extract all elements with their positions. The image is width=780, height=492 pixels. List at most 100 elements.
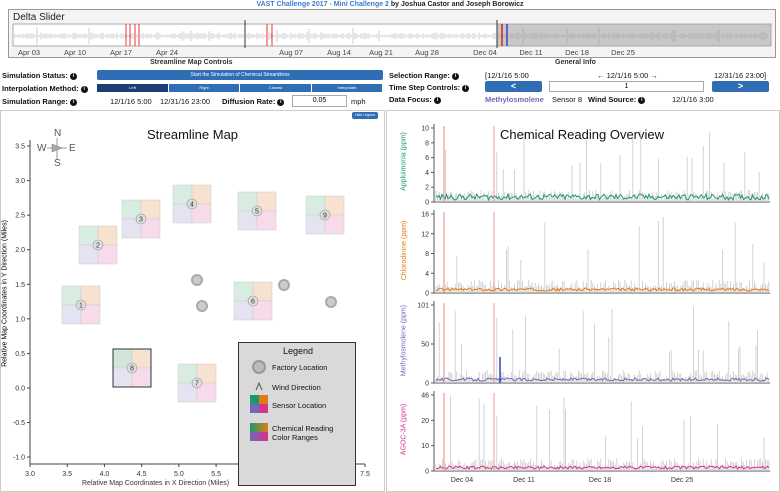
- map-x-tick: 5.0: [174, 471, 184, 478]
- next-step-button[interactable]: >: [712, 81, 769, 92]
- factory-marker[interactable]: [191, 274, 203, 286]
- chem-y-tick: 2: [425, 185, 429, 192]
- chem-series-line: [435, 377, 770, 382]
- diffusion-input[interactable]: 0.05: [292, 95, 347, 107]
- factory-marker[interactable]: [325, 296, 337, 308]
- focus-chemical: Methylosmolene: [485, 95, 544, 104]
- factory-legend-icon: [252, 360, 266, 374]
- chem-y-label: AGOC-3A (ppm): [400, 403, 408, 456]
- prev-step-button[interactable]: <: [485, 81, 542, 92]
- chem-y-tick: 4: [425, 170, 429, 177]
- map-x-tick: 3.5: [62, 471, 72, 478]
- selection-start: [12/1/16 5:00: [485, 71, 529, 80]
- selection-range-label: Selection Range: i: [389, 71, 459, 80]
- compass-s: S: [54, 158, 61, 169]
- chem-y-tick: 4: [425, 271, 429, 278]
- sensor-label: 6: [251, 299, 255, 306]
- hide-legend-button[interactable]: Hide Legend: [352, 112, 378, 119]
- start-simulation-button[interactable]: Start the Simulation of Chemical Streaml…: [97, 70, 383, 80]
- wind-direction-icon: [255, 381, 263, 391]
- time-step-label: Time Step Controls: i: [389, 83, 470, 92]
- chem-y-tick: 12: [421, 231, 429, 238]
- chem-y-tick: 16: [421, 212, 429, 219]
- map-y-tick: 2.5: [15, 213, 25, 220]
- simulation-status-label: Simulation Status: i: [2, 71, 77, 80]
- sensor-4[interactable]: 4: [172, 184, 212, 224]
- map-y-tick: 3.5: [15, 144, 25, 151]
- map-y-tick: 1.0: [15, 316, 25, 323]
- info-icon[interactable]: i: [433, 96, 441, 104]
- sensor-7[interactable]: 7: [177, 363, 217, 403]
- time-step-input[interactable]: 1: [549, 81, 704, 92]
- sensor-label: 9: [323, 213, 327, 220]
- sensor-3[interactable]: 3: [121, 199, 161, 239]
- sensor-label: 5: [255, 209, 259, 216]
- interpolation-selector[interactable]: Left Right Closest Interpolate: [97, 84, 383, 92]
- map-legend: Legend Factory Location Wind Direction S…: [238, 342, 356, 486]
- delta-slider[interactable]: Delta Slider Apr 03 Apr 10 Apr 17 Apr 24 Aug…: [8, 9, 776, 58]
- map-x-tick: 4.0: [100, 471, 110, 478]
- chemical-overview-title: Chemical Reading Overview: [500, 127, 665, 142]
- info-icon[interactable]: i: [69, 72, 77, 80]
- slider-tick-label: Dec 11: [519, 48, 543, 57]
- compass-w: W: [37, 143, 47, 154]
- selection-current: ← 12/1/16 5:00 →: [597, 71, 658, 80]
- interp-option-closest[interactable]: Closest: [240, 84, 312, 92]
- map-x-tick: 5.5: [211, 471, 221, 478]
- sensor-label: 4: [190, 202, 194, 209]
- sensor-9[interactable]: 9: [305, 195, 345, 235]
- streamline-map-title: Streamline Map: [147, 127, 239, 142]
- legend-factory: Factory Location: [272, 363, 328, 372]
- info-icon[interactable]: i: [277, 98, 285, 106]
- compass-icon: [47, 138, 67, 159]
- chem-x-tick: Dec 18: [589, 477, 611, 484]
- factory-marker[interactable]: [196, 300, 208, 312]
- interp-option-left[interactable]: Left: [97, 84, 169, 92]
- chem-y-tick: 20: [421, 418, 429, 425]
- sensor-1[interactable]: 1: [61, 285, 101, 325]
- slider-tick-label: Aug 28: [415, 48, 439, 57]
- slider-tick-label: Dec 18: [565, 48, 589, 57]
- slider-tick-label: Dec 25: [611, 48, 635, 57]
- selection-window[interactable]: [497, 24, 771, 46]
- chem-x-tick: Dec 11: [513, 477, 535, 484]
- chem-x-tick: Dec 04: [451, 477, 473, 484]
- sensor-8[interactable]: 8: [112, 348, 152, 388]
- factory-marker[interactable]: [278, 279, 290, 291]
- info-icon[interactable]: i: [638, 96, 646, 104]
- chem-y-tick: 0: [425, 381, 429, 388]
- diffusion-label: Diffusion Rate: i: [222, 97, 285, 106]
- info-icon[interactable]: i: [69, 98, 77, 106]
- map-y-axis-label: Relative Map Coordinates in Y Direction …: [1, 220, 9, 367]
- interp-option-interpolate[interactable]: Interpolate: [312, 84, 383, 92]
- info-icon[interactable]: i: [80, 85, 88, 93]
- delta-slider-track[interactable]: [9, 10, 777, 50]
- info-icon[interactable]: i: [462, 84, 470, 92]
- chem-y-label: Methylosmolene (ppm): [400, 304, 408, 377]
- focus-sensor: Sensor 8: [552, 95, 583, 104]
- sensor-2[interactable]: 2: [78, 225, 118, 265]
- sensor-6[interactable]: 6: [233, 281, 273, 321]
- chem-y-tick: 0: [425, 291, 429, 298]
- sensor-5[interactable]: 5: [237, 191, 277, 231]
- sim-end: 12/31/16 23:00: [160, 97, 211, 106]
- map-controls-heading: Streamline Map Controls: [150, 59, 233, 66]
- chem-y-tick: 8: [425, 140, 429, 147]
- chem-y-tick: 50: [421, 342, 429, 349]
- map-y-tick: -0.5: [13, 420, 25, 427]
- data-focus-label: Data Focus: i: [389, 95, 441, 104]
- info-icon[interactable]: i: [451, 72, 459, 80]
- wind-source-time: 12/1/16 3:00: [672, 95, 714, 104]
- chem-series-grey: [435, 129, 770, 202]
- legend-color-ranges: Chemical Reading Color Ranges: [272, 424, 334, 442]
- chem-y-label: Chlorodinine (ppm): [400, 220, 408, 280]
- chem-series-line: [435, 192, 770, 202]
- chem-y-label: Appluimonia (ppm): [400, 132, 408, 191]
- sensor-label: 1: [79, 303, 83, 310]
- sensor-legend-icon: [250, 395, 268, 413]
- map-x-tick: 4.5: [137, 471, 147, 478]
- color-range-swatch: [250, 432, 268, 441]
- chem-y-tick: 8: [425, 251, 429, 258]
- interp-option-right[interactable]: Right: [169, 84, 240, 92]
